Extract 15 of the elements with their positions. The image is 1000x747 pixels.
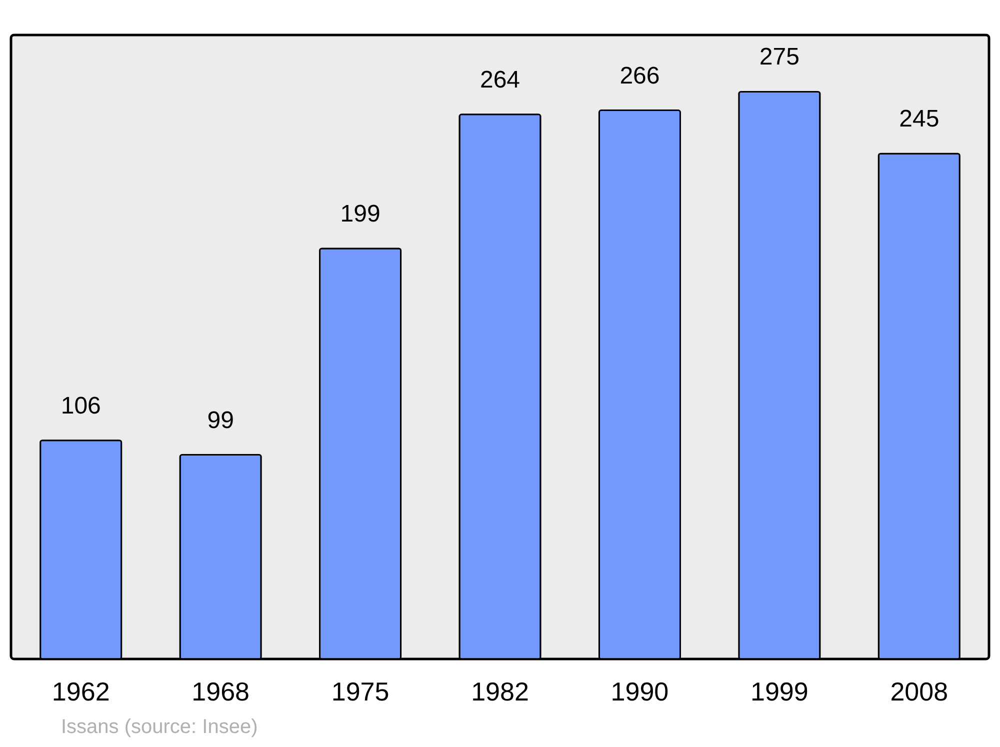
x-tick-label: 1999 <box>750 676 808 706</box>
data-label: 264 <box>480 66 520 94</box>
data-label: 99 <box>207 406 234 434</box>
data-label: 245 <box>899 106 940 133</box>
x-tick-label: 1990 <box>610 676 669 706</box>
x-tick-label: 1962 <box>52 676 110 706</box>
data-label: 266 <box>620 62 660 90</box>
data-label: 275 <box>759 44 800 71</box>
data-label: 199 <box>340 200 380 228</box>
x-tick-label: 1982 <box>471 676 529 706</box>
text: Issans (source: Insee) <box>61 716 258 738</box>
data-label: 106 <box>60 392 101 420</box>
x-tick-label: 1968 <box>192 676 250 706</box>
x-tick-label: 1975 <box>331 676 390 706</box>
x-tick-label: 2008 <box>890 676 948 706</box>
